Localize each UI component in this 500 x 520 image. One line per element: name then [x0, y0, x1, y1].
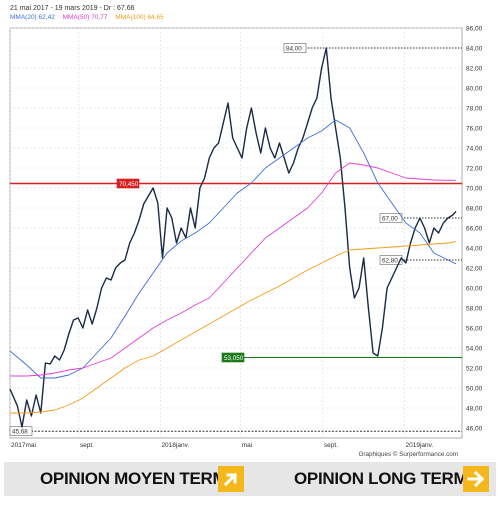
reference-value-label: 53,050	[224, 355, 244, 362]
y-tick-label: 74,00	[466, 146, 483, 153]
reference-value-box	[116, 178, 140, 189]
moving-average-line-mma50	[10, 162, 456, 377]
x-tick-label: 2018janv.	[161, 442, 189, 449]
reference-value-label: 62,80	[382, 257, 398, 264]
legend-mma20-value: 62,42	[38, 14, 55, 21]
reference-value-box	[283, 43, 307, 53]
y-tick-label: 54,00	[466, 346, 483, 353]
reference-value-box	[9, 426, 33, 437]
stock-chart: 21 mai 2017 - 19 mars 2019 - Dr : 67.66 …	[9, 5, 483, 458]
reference-value-label: 84,00	[286, 45, 302, 52]
y-tick-label: 76,00	[466, 126, 483, 133]
y-tick-label: 84,00	[466, 46, 483, 53]
moving-average-line-mma100	[10, 241, 457, 414]
arrow-up-right-icon	[218, 466, 244, 492]
moving-average-line-mma20	[9, 119, 457, 379]
moving-average-legend: MMA(20) 62,42 MMA(50) 70,77 MMA(100) 64,…	[10, 14, 164, 21]
opinion-bar: OPINION MOYEN TERME OPINION LONG TERME	[4, 462, 496, 496]
price-series-line	[9, 47, 457, 428]
chart-canvas: 46,00 48,00 50,00 52,00 54,00 56,00 58,00 60,00…	[9, 26, 483, 458]
chart-date-range: 21 mai 2017 - 19 mars 2019 - Dr : 67.66	[10, 5, 135, 12]
legend-mma100-value: 64,65	[147, 14, 164, 21]
y-tick-label: 68,00	[466, 206, 483, 213]
y-tick-label: 86,00	[466, 26, 483, 33]
y-tick-label: 66,00	[466, 226, 483, 233]
chart-credit: Graphiques © Surperformance.com	[359, 450, 459, 458]
y-tick-label: 46,00	[466, 426, 483, 433]
y-tick-label: 56,00	[466, 326, 483, 333]
reference-value-label: 45,68	[12, 429, 28, 436]
x-tick-label: mai	[242, 442, 252, 449]
arrow-right-icon	[463, 466, 489, 492]
x-tick-label: sept.	[324, 442, 338, 449]
x-tick-label: 2017mai	[11, 442, 36, 449]
legend-mma100-name: MMA(100)	[115, 14, 146, 21]
y-tick-label: 72,00	[466, 166, 483, 173]
reference-value-label: 67,00	[382, 215, 398, 222]
y-tick-label: 50,00	[466, 386, 483, 393]
y-tick-label: 52,00	[466, 366, 483, 373]
y-tick-label: 58,00	[466, 306, 483, 313]
y-tick-label: 70,00	[466, 186, 483, 193]
legend-mma20-name: MMA(20)	[10, 14, 37, 21]
y-tick-label: 60,00	[466, 286, 483, 293]
y-tick-label: 62,00	[466, 266, 483, 273]
reference-value-box	[379, 255, 403, 265]
y-tick-label: 64,00	[466, 246, 483, 253]
plot-frame	[9, 27, 463, 439]
opinion-long-term-label: OPINION LONG TERME	[294, 469, 479, 488]
y-tick-label: 82,00	[466, 66, 483, 73]
x-tick-label: sept.	[80, 442, 94, 449]
legend-mma50-name: MMA(50)	[62, 14, 90, 21]
y-tick-label: 48,00	[466, 406, 483, 413]
reference-value-label: 70,450	[119, 181, 139, 188]
y-tick-label: 78,00	[466, 106, 483, 113]
legend-mma50-value: 70,77	[91, 14, 108, 21]
x-tick-label: 2019janv.	[406, 442, 434, 449]
reference-value-box	[221, 352, 245, 363]
opinion-mid-term-label: OPINION MOYEN TERME	[40, 469, 238, 488]
y-tick-label: 80,00	[466, 86, 483, 93]
